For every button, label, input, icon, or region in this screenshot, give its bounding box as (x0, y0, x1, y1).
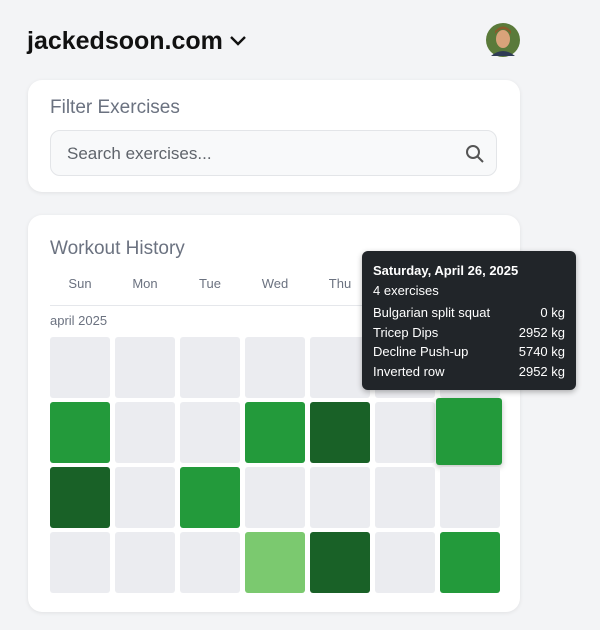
day-cell[interactable] (245, 467, 305, 528)
day-cell[interactable] (50, 337, 110, 398)
day-cell[interactable] (180, 337, 240, 398)
weekday-label: Tue (199, 276, 221, 291)
exercise-name: Bulgarian split squat (373, 305, 491, 320)
exercise-weight: 0 kg (540, 305, 565, 320)
weekday-label: Mon (132, 276, 158, 291)
weekday-label: Thu (328, 276, 352, 291)
day-cell[interactable] (375, 532, 435, 593)
exercise-weight: 2952 kg (518, 363, 565, 379)
day-cell[interactable] (310, 467, 370, 528)
day-cell[interactable] (115, 337, 175, 398)
day-cell[interactable] (245, 337, 305, 398)
search-icon[interactable] (465, 144, 485, 164)
day-cell[interactable] (245, 532, 305, 593)
tooltip-count: 4 exercises (373, 283, 439, 298)
day-cell[interactable] (180, 532, 240, 593)
day-cell[interactable] (50, 467, 110, 528)
day-cell[interactable] (310, 337, 370, 398)
day-cell[interactable] (115, 467, 175, 528)
weekday-label: Sun (68, 276, 92, 291)
day-cell[interactable] (180, 467, 240, 528)
day-cell[interactable] (310, 532, 370, 593)
exercise-weight: 5740 kg (518, 344, 565, 359)
card-title: Workout History (50, 238, 185, 259)
month-label: april 2025 (50, 313, 108, 328)
tooltip-date: Saturday, April 26, 2025 (373, 263, 519, 278)
placeholder: Search exercises... (67, 144, 212, 163)
chevron-icon[interactable] (229, 34, 247, 48)
day-cell[interactable] (436, 398, 502, 465)
avatar[interactable] (485, 22, 521, 58)
exercise-name: Tricep Dips (373, 324, 439, 340)
day-cell[interactable] (440, 532, 500, 593)
day-cell[interactable] (440, 467, 500, 528)
day-cell[interactable] (115, 532, 175, 593)
day-cell[interactable] (50, 402, 110, 463)
divider (50, 305, 500, 306)
day-cell[interactable] (50, 532, 110, 593)
day-cell[interactable] (245, 402, 305, 463)
exercise-weight: 2952 kg (518, 324, 565, 340)
search-input[interactable]: Search exercises... (50, 130, 497, 176)
exercise-name: Inverted row (373, 363, 445, 379)
tooltip: Saturday, April 26, 2025 4 exercises Bul… (362, 251, 576, 390)
exercise-name: Decline Push-up (373, 344, 469, 359)
day-cell[interactable] (310, 402, 370, 463)
weekday-label: Wed (261, 276, 289, 291)
day-cell[interactable] (180, 402, 240, 463)
day-cell[interactable] (375, 402, 435, 463)
day-cell[interactable] (375, 467, 435, 528)
card-title: Filter Exercises (50, 97, 180, 118)
site-name[interactable]: jackedsoon.com (27, 27, 223, 55)
day-cell[interactable] (115, 402, 175, 463)
